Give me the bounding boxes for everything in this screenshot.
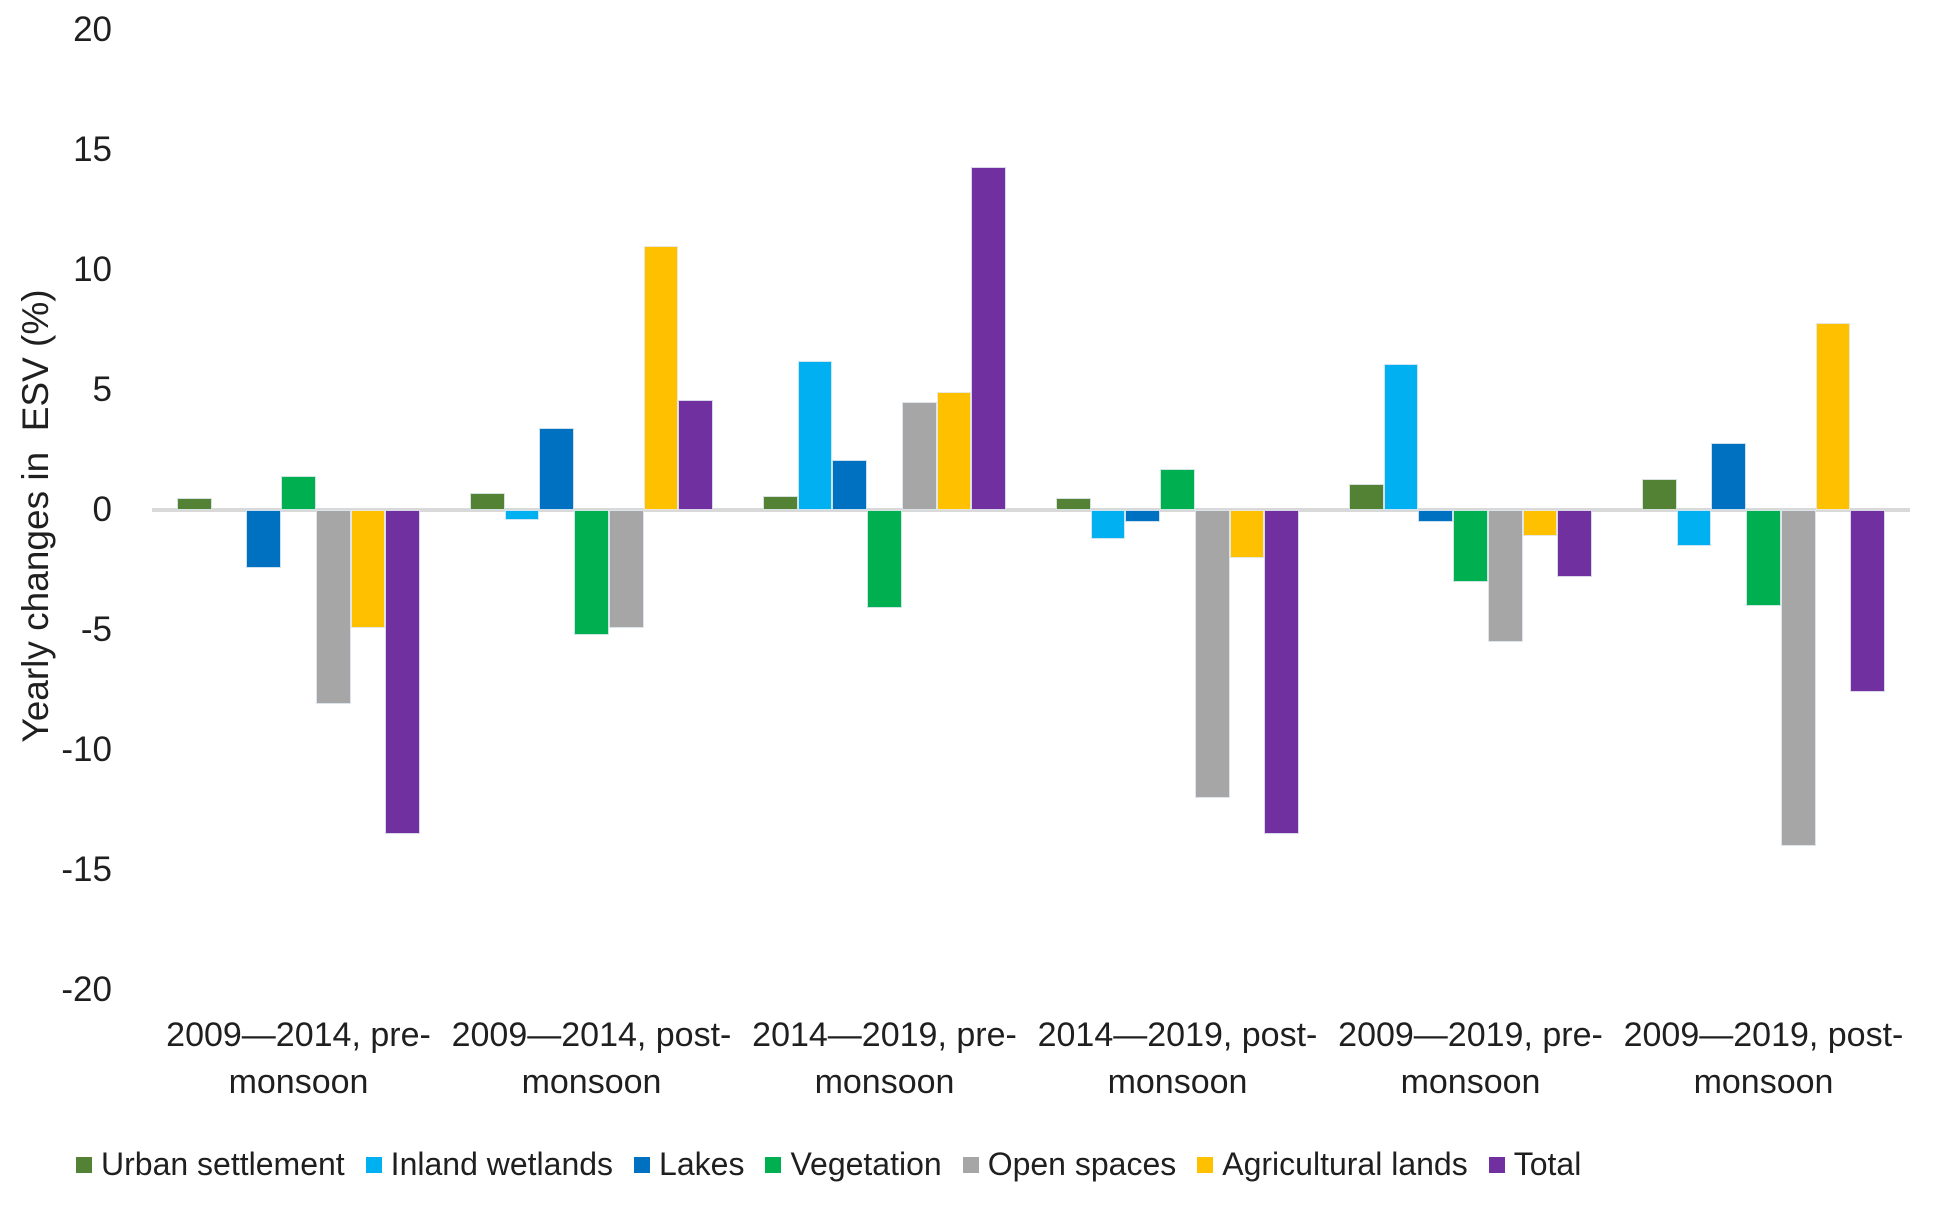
legend-label-agricultural-lands: Agricultural lands <box>1222 1146 1468 1182</box>
y-tick-label--10: -10 <box>61 730 112 769</box>
bar-vegetation-group-3 <box>867 510 902 609</box>
bar-total-group-4 <box>1264 510 1300 834</box>
bar-urban-settlement-group-2 <box>469 493 505 510</box>
bar-open-spaces-group-4 <box>1194 510 1230 798</box>
y-tick-label-10: 10 <box>73 250 112 289</box>
legend-item-inland-wetlands: Inland wetlands <box>365 1146 614 1183</box>
bar-agricultural-lands-group-1 <box>350 510 386 628</box>
bar-open-spaces-group-5 <box>1487 510 1523 642</box>
x-axis-label-2009-2014-post-monsoon: 2009—2014, post-monsoon <box>451 1016 732 1101</box>
x-axis-line <box>152 508 1910 512</box>
bar-lakes-group-1 <box>246 510 282 568</box>
legend-item-open-spaces: Open spaces <box>962 1146 1177 1183</box>
bar-agricultural-lands-group-6 <box>1815 322 1851 510</box>
bar-urban-settlement-group-5 <box>1348 483 1384 510</box>
legend-label-total: Total <box>1513 1146 1582 1182</box>
legend-swatch-agricultural-lands <box>1197 1156 1214 1173</box>
bar-vegetation-group-2 <box>574 510 609 635</box>
legend-item-urban-settlement: Urban settlement <box>76 1146 345 1183</box>
y-tick-label-5: 5 <box>92 370 112 409</box>
bar-urban-settlement-group-3 <box>762 495 798 510</box>
x-axis-label-2009-2019-post-monsoon: 2009—2019, post-monsoon <box>1623 1016 1904 1101</box>
legend-item-agricultural-lands: Agricultural lands <box>1197 1146 1468 1183</box>
bar-inland-wetlands-group-3 <box>797 361 833 510</box>
bar-agricultural-lands-group-5 <box>1522 510 1558 537</box>
bar-lakes-group-4 <box>1125 510 1161 522</box>
bar-open-spaces-group-2 <box>608 510 644 628</box>
legend-swatch-open-spaces <box>962 1156 979 1173</box>
legend-label-lakes: Lakes <box>659 1146 745 1182</box>
legend-swatch-urban-settlement <box>76 1156 92 1173</box>
bar-vegetation-group-1 <box>281 476 316 510</box>
x-axis-label-2014-2019-pre-monsoon: 2014—2019, pre-monsoon <box>752 1016 1017 1101</box>
bar-inland-wetlands-group-6 <box>1676 510 1712 546</box>
y-tick-label-0: 0 <box>92 490 112 529</box>
bar-inland-wetlands-group-5 <box>1383 363 1419 510</box>
y-tick-label--5: -5 <box>80 610 112 649</box>
bar-lakes-group-3 <box>832 459 868 510</box>
bar-open-spaces-group-6 <box>1780 510 1816 846</box>
legend-swatch-lakes <box>634 1156 651 1173</box>
legend-label-open-spaces: Open spaces <box>987 1146 1177 1182</box>
x-axis-label-2014-2019-post-monsoon: 2014—2019, post-monsoon <box>1037 1016 1318 1101</box>
legend-item-lakes: Lakes <box>634 1146 744 1183</box>
bar-lakes-group-2 <box>539 428 575 510</box>
bar-open-spaces-group-3 <box>901 402 937 510</box>
legend-swatch-vegetation <box>765 1156 782 1173</box>
bar-urban-settlement-group-1 <box>176 498 212 510</box>
y-tick-label-15: 15 <box>73 130 112 169</box>
legend-label-inland-wetlands: Inland wetlands <box>390 1146 614 1182</box>
bar-total-group-5 <box>1557 510 1593 578</box>
bar-lakes-group-6 <box>1711 442 1747 510</box>
y-tick-label-20: 20 <box>73 10 112 49</box>
legend-swatch-inland-wetlands <box>365 1156 382 1173</box>
bar-vegetation-group-5 <box>1453 510 1488 582</box>
bar-agricultural-lands-group-4 <box>1229 510 1265 558</box>
bar-total-group-1 <box>385 510 421 834</box>
bar-total-group-2 <box>678 399 714 510</box>
bar-urban-settlement-group-6 <box>1641 478 1677 510</box>
x-axis-label-2009-2014-pre-monsoon: 2009—2014, pre-monsoon <box>166 1016 431 1101</box>
bar-vegetation-group-6 <box>1746 510 1781 606</box>
bar-lakes-group-5 <box>1418 510 1454 522</box>
legend-item-vegetation: Vegetation <box>765 1146 942 1183</box>
bar-vegetation-group-4 <box>1160 469 1195 510</box>
bar-agricultural-lands-group-2 <box>643 246 679 510</box>
bar-inland-wetlands-group-4 <box>1090 510 1126 539</box>
x-axis-label-2009-2019-pre-monsoon: 2009—2019, pre-monsoon <box>1338 1016 1603 1101</box>
bar-agricultural-lands-group-3 <box>936 392 972 510</box>
legend-label-urban-settlement: Urban settlement <box>101 1146 345 1182</box>
legend-swatch-total <box>1488 1156 1505 1173</box>
legend-item-total: Total <box>1488 1146 1582 1183</box>
bar-open-spaces-group-1 <box>315 510 351 705</box>
legend: Urban settlement Inland wetlands Lakes Vege… <box>76 1146 1581 1183</box>
bar-inland-wetlands-group-2 <box>504 510 540 520</box>
bar-total-group-6 <box>1850 510 1886 693</box>
bar-total-group-3 <box>971 166 1007 510</box>
bar-urban-settlement-group-4 <box>1055 498 1091 510</box>
legend-label-vegetation: Vegetation <box>790 1146 942 1182</box>
y-tick-label--20: -20 <box>61 970 112 1009</box>
y-tick-label--15: -15 <box>61 850 112 889</box>
